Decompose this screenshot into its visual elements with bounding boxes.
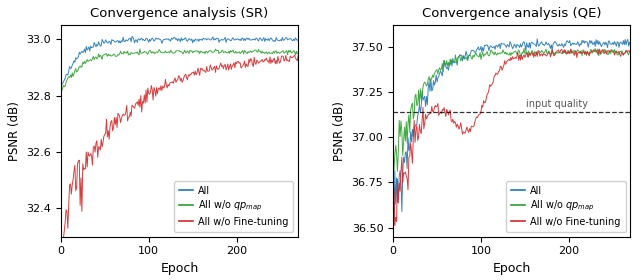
Title: Convergence analysis (SR): Convergence analysis (SR) — [90, 7, 269, 20]
Legend: All, All w/o $qp_{map}$, All w/o Fine-tuning: All, All w/o $qp_{map}$, All w/o Fine-tu… — [173, 181, 293, 232]
Text: input quality: input quality — [526, 99, 588, 109]
Y-axis label: PSNR (dB): PSNR (dB) — [333, 101, 346, 161]
Title: Convergence analysis (QE): Convergence analysis (QE) — [422, 7, 602, 20]
X-axis label: Epoch: Epoch — [493, 262, 531, 275]
Y-axis label: PSNR (dB): PSNR (dB) — [8, 101, 20, 161]
Legend: All, All w/o $qp_{map}$, All w/o Fine-tuning: All, All w/o $qp_{map}$, All w/o Fine-tu… — [506, 181, 625, 232]
X-axis label: Epoch: Epoch — [161, 262, 198, 275]
